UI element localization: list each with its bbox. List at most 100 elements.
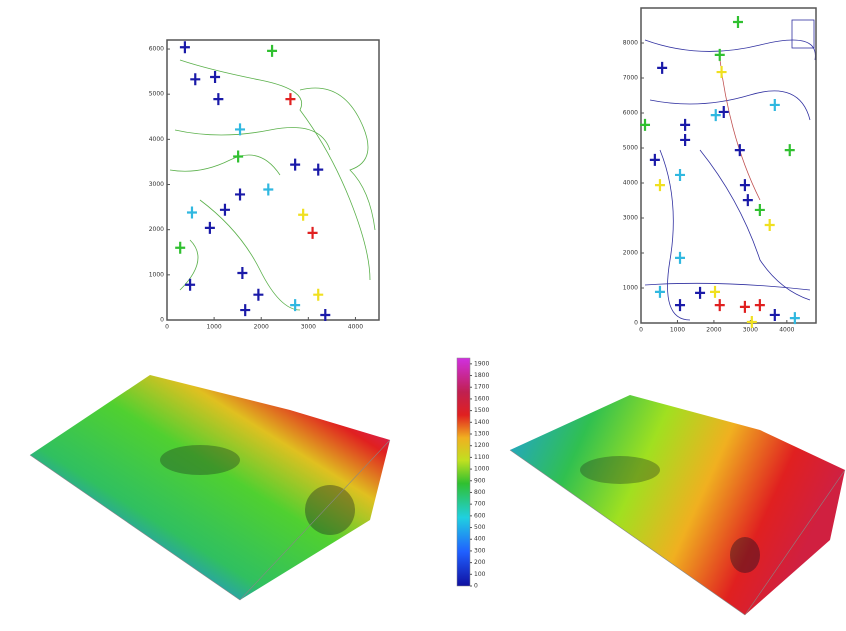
colorbar-tick-label: 1700 bbox=[474, 384, 489, 391]
cross-marker bbox=[765, 219, 775, 231]
colorbar-tick-label: 0 bbox=[474, 583, 478, 590]
cross-marker bbox=[785, 144, 795, 156]
cross-marker bbox=[695, 287, 705, 299]
y-tick-label: 6000 bbox=[149, 46, 164, 53]
colorbar-tick-label: 400 bbox=[474, 536, 486, 543]
cross-marker bbox=[675, 169, 685, 181]
cross-marker bbox=[650, 154, 660, 166]
colorbar-tick-label: 1300 bbox=[474, 431, 489, 438]
cross-marker bbox=[740, 179, 750, 191]
cross-marker bbox=[210, 71, 220, 83]
figure: 0100020003000400001000200030004000500060… bbox=[0, 0, 846, 627]
y-tick-label: 0 bbox=[634, 320, 638, 327]
cross-marker bbox=[308, 227, 318, 239]
shade bbox=[305, 485, 355, 535]
colorbar-tick-label: 1000 bbox=[474, 466, 489, 473]
y-tick-label: 2000 bbox=[623, 250, 638, 257]
x-tick-label: 3000 bbox=[301, 324, 316, 331]
cross-marker bbox=[755, 299, 765, 311]
y-tick-label: 8000 bbox=[623, 40, 638, 47]
colorbar-tick-label: 800 bbox=[474, 489, 486, 496]
colorbar-tick-label: 900 bbox=[474, 477, 486, 484]
colorbar-tick-label: 1600 bbox=[474, 395, 489, 402]
x-tick-label: 2000 bbox=[706, 327, 721, 334]
cross-marker bbox=[717, 66, 727, 78]
cross-marker bbox=[320, 309, 330, 321]
cross-marker bbox=[233, 151, 243, 163]
cross-marker bbox=[770, 99, 780, 111]
cross-marker bbox=[175, 242, 185, 254]
shade bbox=[160, 445, 240, 475]
x-tick-label: 0 bbox=[165, 324, 169, 331]
colorbar-tick-label: 1800 bbox=[474, 372, 489, 379]
colorbar-tick-label: 500 bbox=[474, 524, 486, 531]
y-tick-label: 3000 bbox=[623, 215, 638, 222]
shade bbox=[580, 456, 660, 484]
cross-marker bbox=[253, 289, 263, 301]
colorbar-tick-label: 300 bbox=[474, 547, 486, 554]
cross-marker bbox=[290, 299, 300, 311]
cross-marker bbox=[313, 164, 323, 176]
cross-marker bbox=[213, 93, 223, 105]
cross-marker bbox=[655, 179, 665, 191]
cross-marker bbox=[313, 289, 323, 301]
cross-marker bbox=[675, 299, 685, 311]
cross-marker bbox=[680, 134, 690, 146]
cross-marker bbox=[205, 222, 215, 234]
cross-marker bbox=[655, 286, 665, 298]
y-tick-label: 2000 bbox=[149, 226, 164, 233]
colorbar-tick-label: 1100 bbox=[474, 454, 489, 461]
cross-marker bbox=[657, 62, 667, 74]
x-tick-label: 2000 bbox=[254, 324, 269, 331]
surface bbox=[510, 395, 845, 615]
y-tick-label: 7000 bbox=[623, 75, 638, 82]
cross-marker bbox=[710, 286, 720, 298]
cross-marker bbox=[733, 16, 743, 28]
y-tick-label: 1000 bbox=[623, 285, 638, 292]
cross-marker bbox=[220, 204, 230, 216]
cross-marker bbox=[180, 41, 190, 53]
y-tick-label: 4000 bbox=[623, 180, 638, 187]
cross-marker bbox=[240, 304, 250, 316]
x-tick-label: 1000 bbox=[670, 327, 685, 334]
cross-marker bbox=[190, 73, 200, 85]
y-tick-label: 5000 bbox=[623, 145, 638, 152]
surface-left bbox=[30, 375, 390, 600]
x-tick-label: 0 bbox=[639, 327, 643, 334]
colorbar-tick-label: 700 bbox=[474, 501, 486, 508]
cross-marker bbox=[740, 301, 750, 313]
colorbar-tick-label: 1200 bbox=[474, 442, 489, 449]
colorbar-tick-label: 600 bbox=[474, 512, 486, 519]
y-tick-label: 5000 bbox=[149, 91, 164, 98]
surface-right bbox=[510, 395, 845, 615]
map-contours-left bbox=[170, 60, 375, 310]
cross-marker bbox=[235, 188, 245, 200]
colorbar bbox=[457, 358, 470, 586]
y-tick-label: 3000 bbox=[149, 181, 164, 188]
colorbar-tick-label: 1900 bbox=[474, 360, 489, 367]
cross-marker bbox=[680, 119, 690, 131]
colorbar-tick-label: 1500 bbox=[474, 407, 489, 414]
colorbar-tick-label: 100 bbox=[474, 571, 486, 578]
cross-marker bbox=[755, 204, 765, 216]
y-tick-label: 6000 bbox=[623, 110, 638, 117]
y-tick-label: 4000 bbox=[149, 136, 164, 143]
x-tick-label: 4000 bbox=[779, 327, 794, 334]
cross-marker bbox=[267, 45, 277, 57]
map-contours-right bbox=[645, 20, 815, 320]
plot-frame bbox=[167, 40, 379, 320]
y-tick-label: 1000 bbox=[149, 271, 164, 278]
cross-marker bbox=[187, 207, 197, 219]
cross-marker bbox=[770, 309, 780, 321]
cross-marker bbox=[185, 279, 195, 291]
cross-marker bbox=[298, 209, 308, 221]
cross-marker bbox=[675, 252, 685, 264]
colorbar-tick-label: 200 bbox=[474, 559, 486, 566]
cross-marker bbox=[743, 194, 753, 206]
plot-frame bbox=[641, 8, 816, 323]
cross-marker bbox=[285, 93, 295, 105]
cross-marker bbox=[735, 144, 745, 156]
x-tick-label: 3000 bbox=[743, 327, 758, 334]
shade bbox=[730, 537, 760, 573]
cross-marker bbox=[237, 267, 247, 279]
